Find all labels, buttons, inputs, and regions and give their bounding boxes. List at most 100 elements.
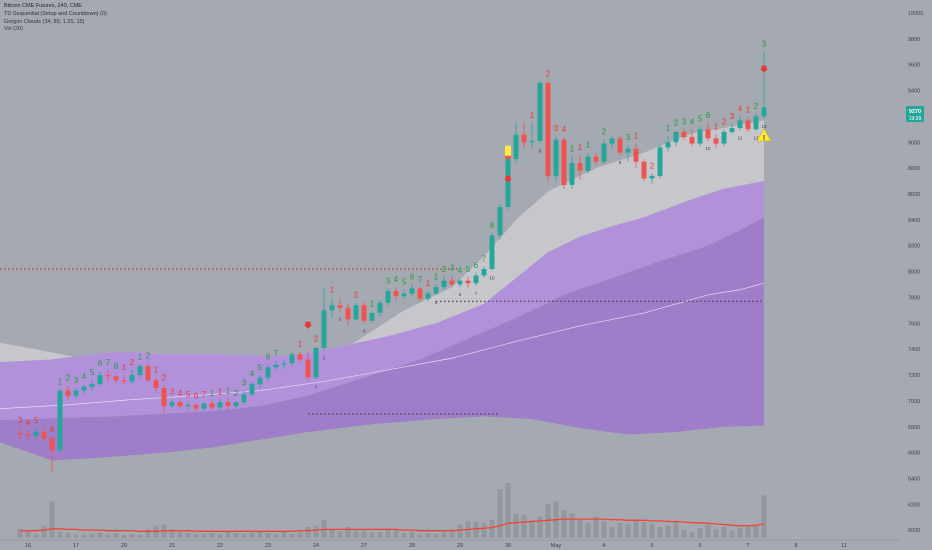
- td-count-label: 10: [705, 146, 711, 151]
- td-count-label: 3: [18, 416, 23, 425]
- indicator-td-sequential[interactable]: TD Sequential (Setup and Countdown) (0): [4, 10, 107, 17]
- symbol-title[interactable]: Bitcoin CME Futures, 240, CME: [4, 3, 82, 9]
- td-count-label: 1: [578, 143, 583, 152]
- td-count-label: 13: [761, 124, 767, 129]
- x-tick-label: 17: [73, 543, 79, 549]
- td-count-label: 1: [714, 123, 719, 132]
- volume-bar: [753, 525, 759, 538]
- candlestick-series[interactable]: [17, 51, 767, 473]
- volume-bar: [65, 533, 71, 538]
- candle-body: [529, 140, 535, 143]
- candle-body: [169, 402, 175, 407]
- candle-body: [665, 142, 671, 148]
- y-axis[interactable]: 6000 6200 6400 6600 6800 7000 7200 7400 7600 7800…: [908, 11, 923, 534]
- candle-body: [753, 116, 759, 130]
- volume-bar: [337, 531, 343, 538]
- td-count-label: 7: [274, 349, 279, 358]
- candle-body: [17, 433, 23, 435]
- volume-bar: [593, 516, 599, 538]
- candle-body: [617, 138, 623, 153]
- td-count-label: 8: [490, 221, 495, 230]
- candle-body: [481, 269, 487, 276]
- volume-bar: [137, 534, 143, 538]
- y-tick-label: 9400: [908, 89, 920, 95]
- volume-bar: [289, 533, 295, 538]
- candle-body: [537, 82, 543, 141]
- td-count-label: 2: [722, 117, 727, 126]
- volume-bar: [401, 533, 407, 538]
- candle-body: [457, 280, 463, 285]
- volume-bar: [513, 513, 519, 538]
- volume-bar: [665, 525, 671, 538]
- candle-body: [449, 280, 455, 285]
- td-count-label: 1: [218, 388, 223, 397]
- volume-bar: [521, 514, 527, 538]
- volume-bar: [393, 529, 399, 538]
- volume-bar: [169, 529, 175, 538]
- candle-body: [305, 359, 311, 378]
- volume-bar: [177, 531, 183, 538]
- td-count-label: 4: [738, 104, 743, 113]
- sell-arrow-icon: [504, 175, 512, 183]
- td-count-label: 1: [434, 273, 439, 282]
- indicator-gorgon-clouds[interactable]: Gorgon Clouds (34, 89, 1.25, 15): [4, 18, 85, 25]
- td-count-label: 1: [154, 366, 159, 375]
- volume-bar: [489, 519, 495, 538]
- candle-body: [57, 390, 63, 451]
- candle-body: [209, 403, 215, 408]
- td-signal-markers: !: [304, 65, 772, 329]
- td-count-label: 1: [370, 300, 375, 309]
- candle-body: [721, 131, 727, 144]
- indicator-volume[interactable]: Vol (20): [4, 26, 23, 33]
- sell-arrow-icon: [304, 321, 312, 329]
- td-count-label: 2: [146, 351, 151, 360]
- td-count-label: 4: [26, 419, 31, 428]
- x-axis[interactable]: 16 17 20 21 22 23 24 27 28 29 30 May 4 5 6 7 8 11: [0, 539, 900, 549]
- td-count-label: 2: [546, 69, 551, 78]
- volume-bar: [721, 527, 727, 538]
- bar-countdown: 19:39: [909, 116, 922, 122]
- volume-bar: [57, 531, 63, 538]
- x-tick-label: 16: [25, 543, 31, 549]
- candle-body: [505, 159, 511, 207]
- volume-bar: [529, 519, 535, 538]
- candle-body: [425, 293, 431, 299]
- td-count-label: 7: [106, 358, 111, 367]
- volume-bar: [409, 531, 415, 538]
- td-count-label: 5: [698, 115, 703, 124]
- candle-body: [601, 143, 607, 162]
- volume-bar: [761, 495, 767, 538]
- candle-body: [161, 387, 167, 407]
- td-count-label: 3: [170, 388, 175, 397]
- volume-bar: [209, 533, 215, 538]
- candle-body: [521, 134, 527, 143]
- candle-body: [265, 367, 271, 378]
- td-count-label: 3: [626, 133, 631, 142]
- x-tick-label: 27: [361, 543, 367, 549]
- td-count-label: 12: [753, 136, 759, 141]
- y-tick-label: 6600: [908, 451, 920, 457]
- volume-bar: [713, 528, 719, 538]
- td-count-label: 1: [666, 124, 671, 133]
- candle-body: [729, 128, 735, 132]
- candle-body: [297, 354, 303, 360]
- candle-body: [369, 312, 375, 321]
- gorgon-clouds: [0, 120, 765, 461]
- y-tick-label: 6000: [908, 528, 920, 534]
- candle-body: [225, 402, 231, 407]
- volume-bar: [241, 533, 247, 538]
- td-count-label: 1: [122, 363, 127, 372]
- td-count-label: 3: [450, 263, 455, 272]
- volume-bar: [697, 528, 703, 538]
- x-tick-label: 20: [121, 543, 127, 549]
- volume-bar: [249, 532, 255, 538]
- td-count-label: 6: [98, 359, 103, 368]
- volume-bar: [625, 524, 631, 538]
- td-count-label: 6: [50, 425, 55, 434]
- td-count-label: 1: [138, 353, 143, 362]
- candle-body: [361, 305, 367, 321]
- candle-body: [385, 290, 391, 303]
